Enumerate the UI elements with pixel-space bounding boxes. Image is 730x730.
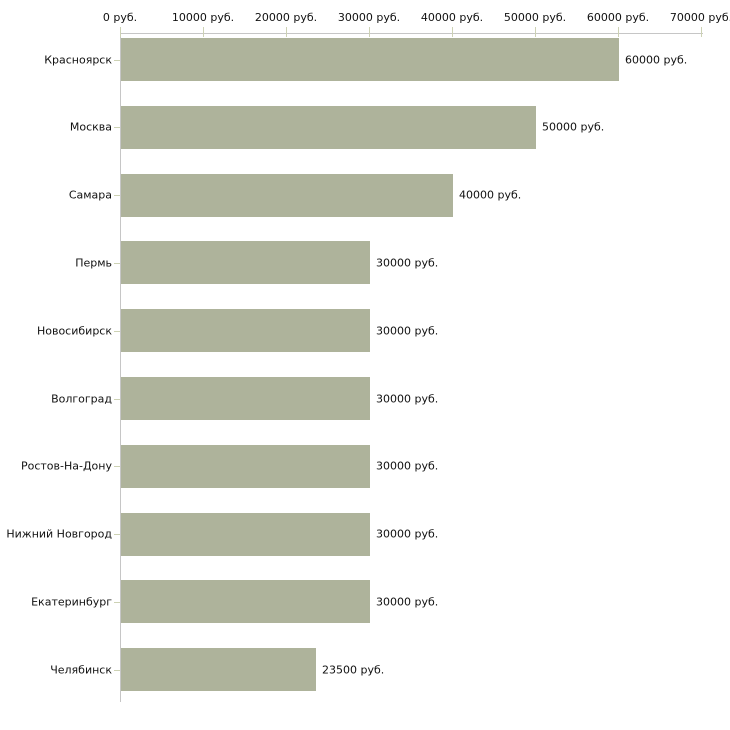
x-axis-line <box>120 33 703 34</box>
bar-value-label: 40000 руб. <box>459 188 522 202</box>
y-tick-mark <box>114 127 120 129</box>
x-tick-mark <box>369 27 370 37</box>
bar <box>121 512 370 556</box>
x-tick-mark <box>120 27 121 37</box>
bar-value-label: 23500 руб. <box>322 663 385 677</box>
x-tick-mark <box>286 27 287 37</box>
bar-value-label: 60000 руб. <box>625 53 688 66</box>
bar <box>121 38 619 81</box>
y-category-label: Волгоград <box>51 392 112 405</box>
x-tick-mark <box>203 27 204 37</box>
bar <box>121 173 453 217</box>
y-tick-mark <box>114 398 120 400</box>
x-tick-mark <box>535 27 536 37</box>
y-category-label: Челябинск <box>50 663 112 677</box>
x-tick-label: 40000 руб. <box>420 11 484 24</box>
y-category-label: Нижний Новгород <box>6 527 112 541</box>
y-category-label: Пермь <box>75 256 112 270</box>
bar <box>121 648 317 692</box>
y-tick-mark <box>114 534 120 536</box>
bar-value-label: 30000 руб. <box>376 595 439 609</box>
y-category-label: Ростов-На-Дону <box>20 459 112 473</box>
bar <box>121 105 536 149</box>
x-tick-mark <box>452 27 453 37</box>
bar <box>121 309 370 353</box>
bar <box>121 241 370 285</box>
y-category-label: Красноярск <box>44 53 112 66</box>
bar-value-label: 30000 руб. <box>376 256 439 270</box>
bar-value-label: 30000 руб. <box>376 324 439 338</box>
x-tick-label: 60000 руб. <box>586 11 650 24</box>
x-tick-label: 10000 руб. <box>171 11 235 24</box>
bar-value-label: 30000 руб. <box>376 459 439 473</box>
y-tick-mark <box>114 669 120 671</box>
y-tick-mark <box>114 466 120 468</box>
x-tick-mark <box>618 27 619 37</box>
bar-value-label: 30000 руб. <box>376 392 439 405</box>
bar <box>121 580 370 624</box>
y-tick-mark <box>114 262 120 264</box>
y-tick-mark <box>114 195 120 197</box>
x-tick-label: 0 руб. <box>102 11 138 24</box>
y-tick-mark <box>114 59 120 61</box>
bar-value-label: 50000 руб. <box>542 120 605 134</box>
y-tick-mark <box>114 330 120 332</box>
y-tick-mark <box>114 601 120 603</box>
y-category-label: Новосибирск <box>36 324 112 338</box>
x-tick-label: 30000 руб. <box>337 11 401 24</box>
bar <box>121 444 370 488</box>
x-tick-mark <box>701 27 702 37</box>
x-tick-label: 50000 руб. <box>503 11 567 24</box>
y-category-label: Екатеринбург <box>31 595 112 609</box>
bar <box>121 377 370 420</box>
y-category-label: Самара <box>68 188 112 202</box>
bar-value-label: 30000 руб. <box>376 527 439 541</box>
x-tick-label: 70000 руб. <box>669 11 730 24</box>
y-axis-line <box>120 33 121 702</box>
x-tick-label: 20000 руб. <box>254 11 318 24</box>
y-category-label: Москва <box>69 120 112 134</box>
